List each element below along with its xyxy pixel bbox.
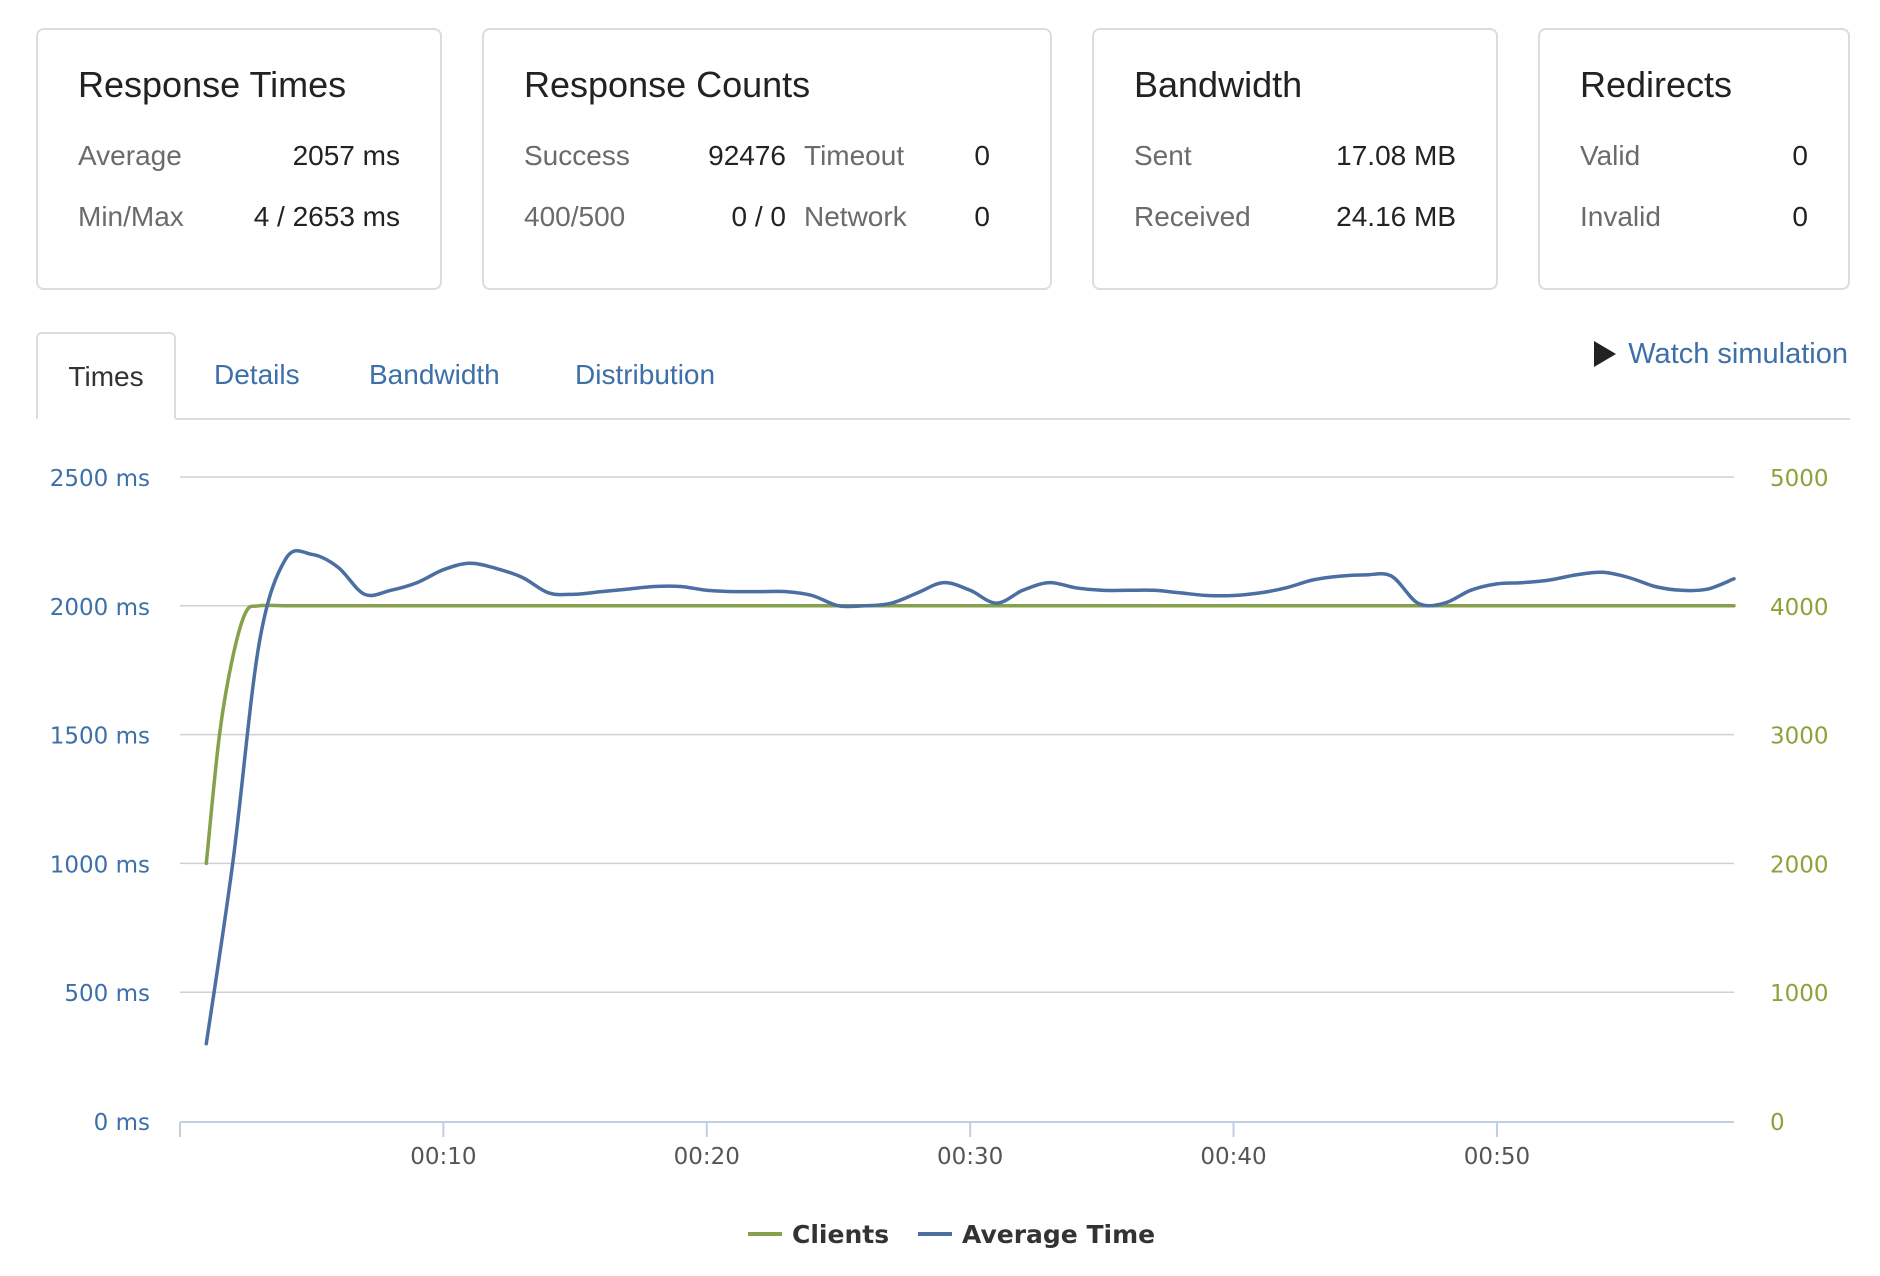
chart-grid [180,476,1734,993]
y-tick-label-left: 2000 ms [50,595,150,621]
card-title: Bandwidth [1134,64,1303,105]
y-tick-label-right: 3000 [1770,724,1829,750]
tab-times[interactable]: Times [36,332,176,420]
stat-value: 24.16 MB [1336,201,1456,232]
watch-simulation-link[interactable]: Watch simulation [1594,332,1848,376]
stat-label: Network [804,201,907,232]
card-title: Response Times [78,64,347,105]
y-tick-label-right: 4000 [1770,595,1829,621]
x-tick-label: 00:10 [410,1144,476,1170]
y-tick-label-left: 0 ms [94,1110,150,1136]
watch-simulation-label: Watch simulation [1628,338,1848,370]
stat-label: Average [78,140,182,171]
stat-label: Valid [1580,140,1641,171]
y-tick-label-left: 500 ms [64,981,150,1007]
stat-value: 92476 [708,140,786,171]
card-title: Redirects [1580,64,1733,105]
redirects-card: Redirects Valid 0 Invalid 0 [1538,28,1850,290]
legend-clients: Clients [792,1220,889,1249]
stat-value: 17.08 MB [1336,140,1456,171]
stat-value: 0 [1792,140,1808,171]
stat-label: Sent [1134,140,1192,171]
stat-label: Timeout [804,140,905,171]
stat-value: 0 [974,201,990,232]
y-tick-label-right: 0 [1770,1110,1785,1136]
tab-bandwidth[interactable]: Bandwidth [369,359,500,390]
y-tick-label-left: 1500 ms [50,724,150,750]
legend-average-time: Average Time [962,1220,1155,1249]
stat-value: 4 / 2653 ms [253,201,400,232]
left-axis: 0 ms 500 ms 1000 ms 1500 ms 2000 ms 2500 ms [50,466,150,1136]
stat-value: 0 [974,140,990,171]
stat-label: Received [1134,201,1251,232]
stat-value: 0 / 0 [731,201,786,232]
chart-series [204,548,1736,1046]
stat-label: Invalid [1580,201,1661,232]
average-time-series-line [204,548,1736,1046]
stat-label: 400/500 [524,201,626,232]
x-tick-label: 00:20 [674,1144,740,1170]
right-axis: 0 1000 2000 3000 4000 5000 [1770,466,1829,1136]
x-axis: 00:10 00:20 00:30 00:40 00:50 [179,1121,1734,1170]
tab-distribution[interactable]: Distribution [575,359,716,390]
card-title: Response Counts [524,64,811,105]
response-times-card: Response Times Average 2057 ms Min/Max 4… [36,28,442,290]
x-tick-label: 00:50 [1464,1144,1530,1170]
stat-value: 2057 ms [292,140,400,171]
y-tick-label-right: 5000 [1770,466,1829,492]
play-icon [1594,341,1617,367]
y-tick-label-right: 2000 [1770,852,1829,878]
stat-label: Success [524,140,630,171]
x-tick-label: 00:40 [1200,1144,1266,1170]
x-tick-label: 00:30 [937,1144,1003,1170]
y-tick-label-right: 1000 [1770,981,1829,1007]
stat-value: 0 [1792,201,1808,232]
y-tick-label-left: 2500 ms [50,466,150,492]
times-chart: 0 ms 500 ms 1000 ms 1500 ms 2000 ms 2500 ms 0… [50,466,1829,1249]
chart-legend: Clients Average Time [748,1220,1155,1249]
y-tick-label-left: 1000 ms [50,852,150,878]
response-counts-card: Response Counts Success 92476 Timeout 0 … [482,28,1052,290]
stat-label: Min/Max [78,201,184,232]
bandwidth-card: Bandwidth Sent 17.08 MB Received 24.16 M… [1092,28,1498,290]
clients-series-line [204,603,1736,866]
tab-bar: Times Details Bandwidth Distribution [36,332,1850,420]
tab-details[interactable]: Details [214,359,300,390]
